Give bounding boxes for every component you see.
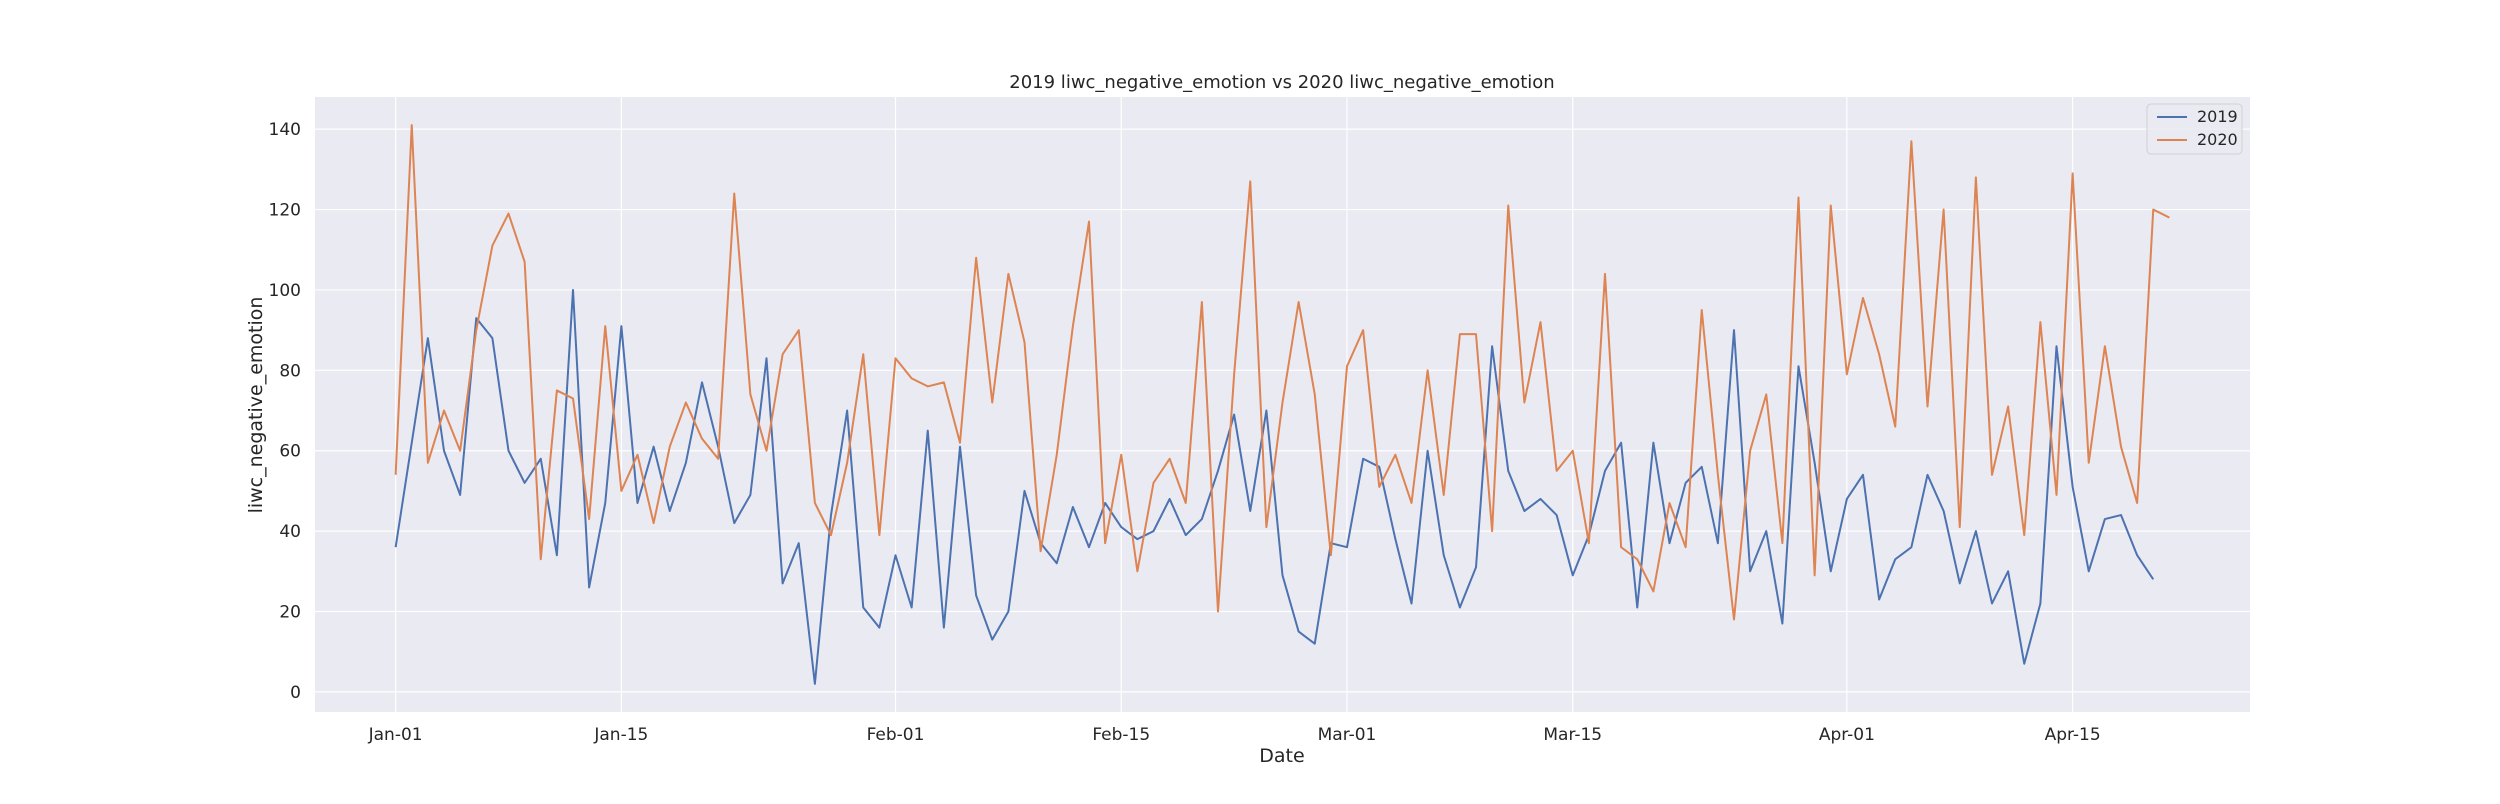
x-tick-label: Feb-15 xyxy=(1092,725,1150,745)
series-line-2020 xyxy=(394,124,2170,621)
x-tick-label: Apr-01 xyxy=(1819,725,1875,745)
x-tick-label: Mar-15 xyxy=(1543,725,1602,745)
y-tick-label: 120 xyxy=(269,201,301,221)
x-axis-ticks: Jan-01 Jan-15 Feb-01 Feb-15 Mar-01 Mar-15 Apr-… xyxy=(368,725,2101,745)
series-lines xyxy=(394,124,2170,685)
y-tick-label: 20 xyxy=(279,603,301,623)
x-tick-label: Jan-15 xyxy=(593,725,648,745)
chart-title: 2019 liwc_negative_emotion vs 2020 liwc_… xyxy=(1009,72,1554,93)
legend: 2019 2020 xyxy=(2146,103,2243,155)
y-tick-label: 100 xyxy=(269,281,301,301)
x-tick-label: Jan-01 xyxy=(368,725,423,745)
x-axis-label: Date xyxy=(1259,745,1304,767)
x-tick-label: Mar-01 xyxy=(1318,725,1377,745)
legend-label-2020: 2020 xyxy=(2197,130,2238,149)
x-tick-label: Feb-01 xyxy=(867,725,925,745)
grid-lines xyxy=(315,97,2250,712)
y-axis-label: liwc_negative_emotion xyxy=(245,297,267,514)
y-tick-label: 140 xyxy=(269,120,301,140)
legend-label-2019: 2019 xyxy=(2197,107,2238,126)
x-tick-label: Apr-15 xyxy=(2045,725,2101,745)
y-tick-label: 80 xyxy=(279,361,301,381)
y-axis-ticks: 0 20 40 60 80 100 120 140 xyxy=(269,120,301,703)
y-tick-label: 0 xyxy=(290,683,301,703)
y-tick-label: 40 xyxy=(279,522,301,542)
y-tick-label: 60 xyxy=(279,442,301,462)
series-line-2019 xyxy=(394,288,2155,685)
